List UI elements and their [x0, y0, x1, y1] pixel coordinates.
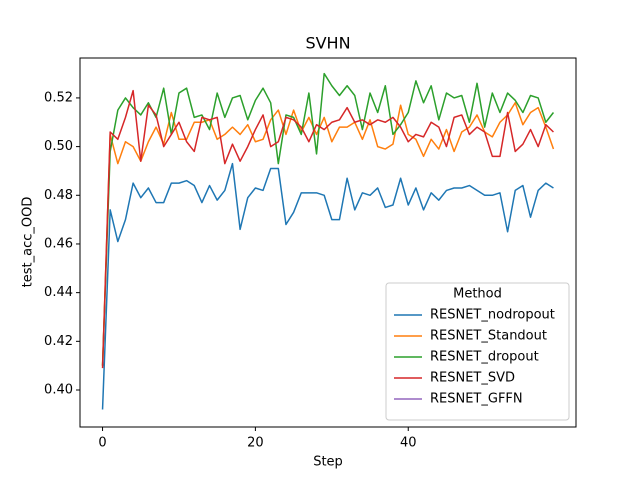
legend-label: RESNET_dropout — [430, 350, 539, 365]
legend-label: RESNET_Standout — [430, 329, 547, 344]
y-tick-label: 0.40 — [44, 383, 73, 398]
x-tick-label: 0 — [98, 436, 106, 451]
y-tick-label: 0.50 — [44, 139, 73, 154]
x-tick-label: 20 — [247, 436, 264, 451]
legend-box — [385, 282, 570, 421]
y-tick-label: 0.44 — [44, 285, 73, 300]
x-tick-label: 40 — [400, 436, 417, 451]
legend-label: RESNET_nodropout — [430, 308, 555, 323]
y-tick-label: 0.52 — [44, 90, 73, 105]
legend-label: RESNET_SVD — [430, 371, 515, 386]
series-line — [101, 102, 555, 366]
chart-title: SVHN — [305, 34, 350, 53]
plot-frame — [79, 57, 577, 428]
y-tick-label: 0.46 — [44, 236, 73, 251]
y-tick-label: 0.42 — [44, 334, 73, 349]
series-line — [101, 89, 554, 369]
legend-label: RESNET_GFFN — [430, 392, 523, 407]
x-axis-label: Step — [313, 455, 343, 470]
y-tick-label: 0.48 — [44, 188, 73, 203]
legend-title: Method — [453, 287, 502, 302]
series-line — [101, 72, 555, 366]
series-line — [101, 162, 554, 410]
y-axis-label: test_acc_OOD — [21, 197, 36, 288]
